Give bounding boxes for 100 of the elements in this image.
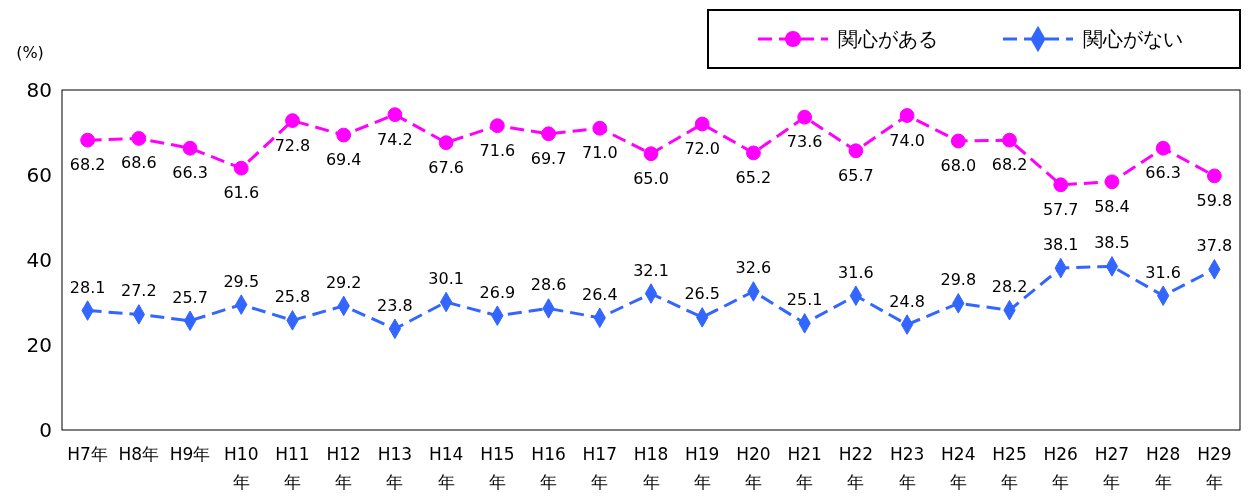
data-label: 68.6 (121, 153, 157, 173)
point (746, 145, 761, 161)
x-tick-label: H11年 (275, 444, 310, 492)
point (182, 140, 198, 156)
x-tick-label: H17年 (582, 444, 617, 492)
point (80, 132, 96, 148)
point (131, 131, 147, 146)
data-label: 71.6 (479, 140, 516, 160)
x-tick-label: H8年 (118, 444, 160, 464)
y-axis-title: (%) (16, 43, 44, 62)
data-label: 23.8 (377, 295, 413, 315)
data-label: 72.8 (274, 135, 311, 155)
x-tick-label: H29年 (1197, 444, 1232, 492)
point (1053, 177, 1069, 193)
y-tick-label: 80 (26, 77, 52, 102)
x-tick-label: H16年 (531, 444, 566, 492)
point (643, 146, 659, 162)
x-tick-label: H28年 (1145, 444, 1181, 492)
data-label: 61.6 (223, 183, 260, 203)
x-tick-label: H24年 (941, 444, 976, 492)
data-label: 69.4 (325, 150, 362, 170)
data-label: 68.2 (69, 155, 106, 175)
x-tick-label: H26年 (1043, 444, 1078, 492)
data-label: 65.7 (838, 165, 874, 185)
data-label: 74.2 (377, 129, 413, 149)
data-label: 28.6 (530, 275, 567, 295)
data-label: 67.6 (428, 157, 464, 177)
point (592, 120, 608, 136)
x-tick-label: H15年 (480, 444, 515, 492)
data-label: 26.9 (479, 282, 516, 302)
x-tick-label: H22年 (838, 444, 874, 492)
y-tick-label: 0 (39, 417, 52, 442)
data-label: 30.1 (428, 269, 464, 289)
point (438, 135, 454, 151)
x-tick-label: H19年 (685, 444, 720, 492)
point (233, 160, 249, 176)
data-label: 38.1 (1042, 235, 1079, 255)
data-label: 28.1 (69, 277, 106, 297)
point (950, 133, 966, 149)
point (336, 127, 352, 143)
data-label: 38.5 (1094, 233, 1130, 253)
point (541, 126, 556, 142)
data-label: 66.3 (1145, 163, 1181, 183)
data-label: 69.7 (530, 148, 567, 168)
y-tick-label: 60 (26, 162, 52, 187)
point (694, 116, 710, 132)
data-label: 25.1 (786, 290, 823, 310)
point (387, 107, 403, 123)
data-label: 25.7 (172, 287, 208, 307)
data-label: 68.0 (940, 156, 977, 175)
x-tick-label: H12年 (326, 444, 361, 492)
data-label: 29.8 (940, 270, 977, 290)
data-label: 26.5 (684, 284, 721, 304)
data-label: 25.8 (274, 287, 311, 307)
x-tick-label: H18年 (633, 444, 669, 492)
point (285, 113, 300, 128)
point (489, 118, 505, 134)
data-label: 65.0 (633, 168, 669, 188)
x-tick-label: H10年 (224, 444, 259, 492)
y-tick-label: 20 (26, 332, 52, 357)
point (797, 109, 813, 125)
data-label: 31.6 (838, 262, 874, 282)
x-tick-label: H13年 (377, 444, 413, 492)
data-label: 71.0 (581, 143, 618, 163)
x-tick-label: H25年 (992, 444, 1027, 492)
data-label: 57.7 (1042, 199, 1079, 219)
legend-label: 関心がない (1083, 27, 1183, 51)
point (1002, 132, 1017, 148)
y-tick-label: 40 (26, 247, 52, 272)
data-label: 29.2 (325, 272, 362, 292)
data-label: 73.6 (786, 132, 823, 152)
data-label: 31.6 (1145, 262, 1181, 282)
data-label: 72.0 (684, 139, 721, 158)
point (1104, 174, 1120, 190)
data-label: 58.4 (1094, 196, 1130, 216)
x-tick-label: H9年 (169, 444, 211, 464)
data-label: 26.4 (581, 284, 618, 304)
x-tick-label: H23年 (889, 444, 925, 492)
point (848, 143, 864, 159)
data-label: 28.2 (991, 277, 1028, 297)
point (1206, 168, 1222, 184)
data-label: 27.2 (121, 281, 157, 301)
data-label: 66.3 (172, 163, 208, 183)
data-label: 29.5 (223, 271, 260, 291)
x-tick-label: H27年 (1094, 444, 1130, 492)
x-tick-label: H14年 (428, 444, 464, 492)
x-tick-label: H7年 (67, 444, 108, 464)
x-tick-label: H21年 (787, 444, 822, 492)
data-label: 32.6 (735, 258, 772, 278)
data-label: 68.2 (991, 155, 1028, 175)
data-label: 37.8 (1196, 236, 1233, 256)
legend-label: 関心がある (838, 27, 938, 51)
x-tick-label: H20年 (736, 444, 771, 492)
point (1155, 140, 1171, 156)
data-label: 65.2 (735, 167, 772, 187)
data-label: 74.0 (889, 130, 925, 150)
point (899, 108, 915, 123)
data-label: 32.1 (633, 260, 669, 280)
data-label: 24.8 (889, 291, 925, 311)
data-label: 59.8 (1196, 190, 1233, 210)
